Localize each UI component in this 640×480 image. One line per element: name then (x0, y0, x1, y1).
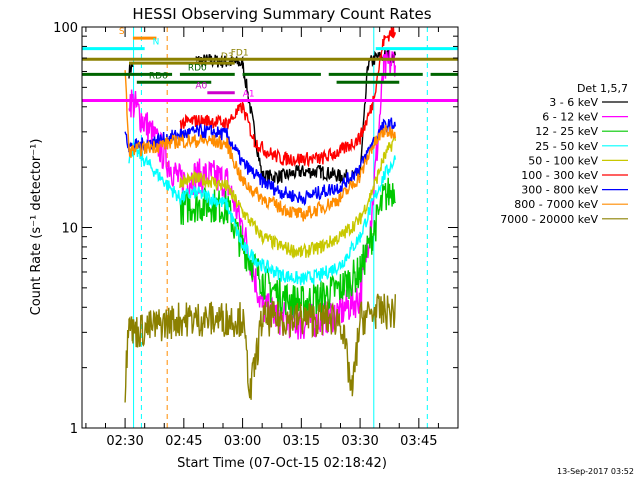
flag-label-rd0: RD0 (188, 63, 207, 73)
series-trace-6 (124, 117, 396, 206)
x-axis-label: Start Time (07-Oct-15 02:18:42) (177, 456, 387, 471)
y-tick-label: 1 (70, 422, 78, 437)
y-tick-label: 100 (53, 21, 78, 36)
legend-label: 50 - 100 keV (528, 154, 598, 167)
x-tick-label: 03:15 (283, 434, 320, 449)
chart-title: HESSI Observing Summary Count Rates (132, 5, 431, 23)
x-tick-label: 03:45 (400, 434, 437, 449)
flag-label-s: S (119, 27, 125, 37)
legend-label: 6 - 12 keV (542, 111, 598, 124)
series-trace-1 (128, 50, 396, 340)
axes: 1 10 100 02:30 02:45 03:00 03:15 03:30 03:45 (53, 21, 459, 449)
plot-frame (81, 26, 459, 429)
x-tick-label: 02:30 (106, 434, 143, 449)
legend-label: 3 - 6 keV (549, 96, 598, 109)
legend-label: 800 - 7000 keV (514, 198, 598, 211)
series-trace-8 (124, 293, 396, 403)
flag-label-rd6: RD6 (149, 71, 168, 81)
y-axis-label: Count Rate (s⁻¹ detector⁻¹) (29, 139, 44, 316)
legend-label: 25 - 50 keV (535, 140, 598, 153)
flag-label-n: N (153, 38, 160, 48)
footer-date: 13-Sep-2017 03:52 (557, 467, 634, 476)
series-trace-3 (128, 142, 396, 286)
series-trace-4 (179, 134, 396, 260)
y-tick-label: 10 (61, 222, 78, 237)
series-trace-5 (179, 27, 396, 168)
plot-content (124, 27, 428, 428)
flag-label-fd1: FD1 (231, 48, 249, 58)
legend-label: 12 - 25 keV (535, 125, 598, 138)
x-tick-label: 02:45 (165, 434, 202, 449)
flag-label-d3: D3 (221, 52, 234, 62)
plot-area (124, 27, 428, 428)
legend-label: 300 - 800 keV (521, 184, 598, 197)
series-trace-2 (179, 177, 396, 319)
x-tick-label: 03:00 (224, 434, 261, 449)
x-tick-label: 03:30 (341, 434, 378, 449)
flag-label-a0: A0 (195, 82, 207, 92)
series-trace-7 (124, 70, 396, 222)
legend-label: 7000 - 20000 keV (500, 213, 598, 226)
legend-label: 100 - 300 keV (521, 169, 598, 182)
legend-title: Det 1,5,7 (577, 82, 628, 95)
flag-label-a1: A1 (243, 89, 255, 99)
